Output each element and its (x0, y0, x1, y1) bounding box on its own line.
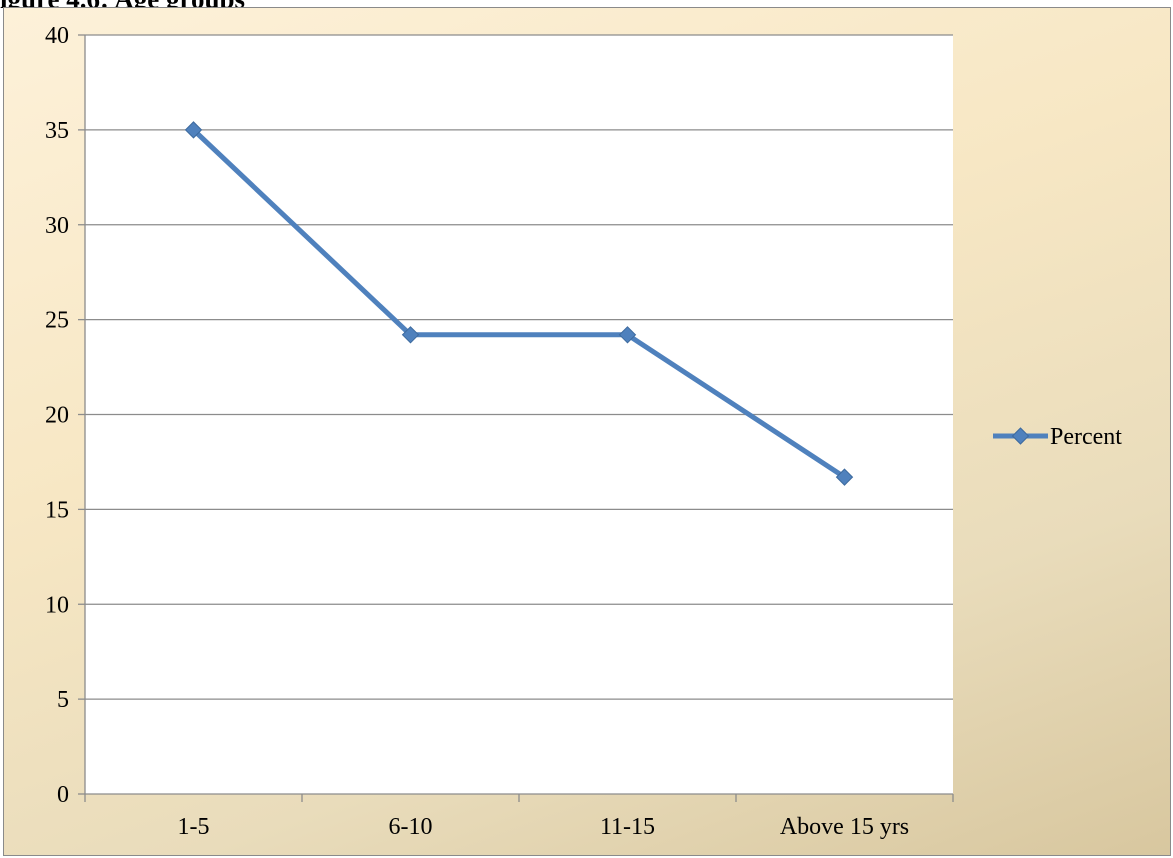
legend-marker (1011, 427, 1030, 445)
x-tick-label: 6-10 (389, 814, 433, 840)
y-tick-label: 10 (45, 592, 69, 618)
y-axis-tick-labels: 0 5 10 15 20 25 30 35 40 (45, 23, 69, 808)
axes (78, 34, 954, 802)
data-point-marker (618, 326, 637, 344)
y-tick-label: 25 (45, 308, 69, 334)
x-tick-label: 1-5 (178, 814, 210, 840)
data-point-marker (835, 468, 854, 486)
legend-label: Percent (1050, 424, 1122, 450)
y-tick-label: 0 (57, 782, 69, 808)
series-line (191, 128, 846, 480)
data-point-marker (401, 326, 420, 344)
x-tick-label: Above 15 yrs (780, 814, 909, 840)
gridlines (85, 34, 953, 700)
series-percent (184, 121, 854, 486)
y-tick-label: 35 (45, 118, 69, 144)
legend: Percent (993, 424, 1122, 450)
y-tick-label: 30 (45, 213, 69, 239)
y-tick-label: 5 (57, 687, 69, 713)
data-point-marker (184, 121, 203, 139)
x-tick-label: 11-15 (600, 814, 655, 840)
y-tick-label: 40 (45, 23, 69, 49)
y-tick-label: 15 (45, 497, 69, 523)
x-axis-tick-labels: 1-5 6-10 11-15 Above 15 yrs (178, 814, 910, 840)
y-tick-label: 20 (45, 403, 69, 429)
